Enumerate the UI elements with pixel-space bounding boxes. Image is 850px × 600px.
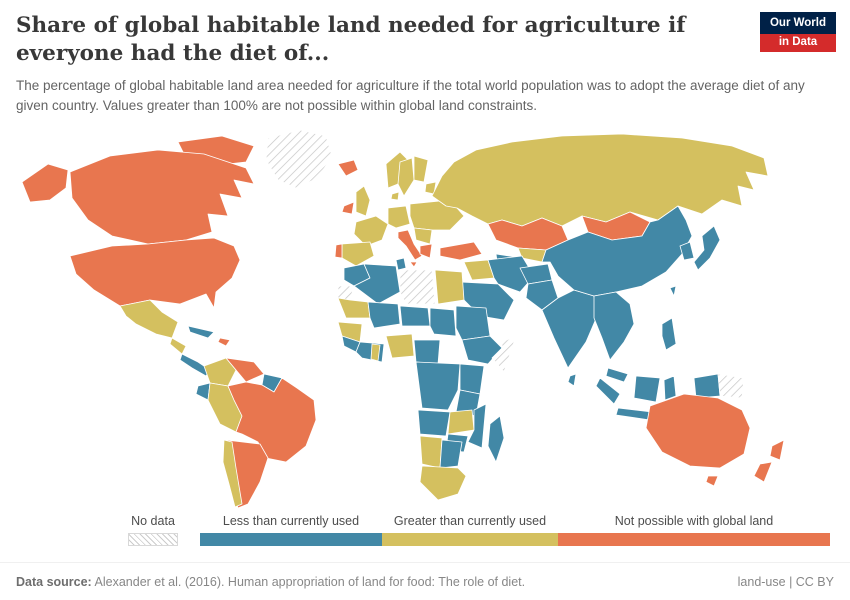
legend-greater-than[interactable]: Greater than currently used — [382, 514, 558, 546]
country-united-states[interactable] — [69, 237, 241, 309]
legend-not-possible-label: Not possible with global land — [614, 514, 774, 528]
country-chile[interactable] — [222, 439, 243, 508]
country-sumatra[interactable] — [595, 377, 621, 405]
owid-logo-top: Our World — [760, 12, 836, 34]
country-colombia[interactable] — [203, 357, 237, 387]
country-indochina[interactable] — [593, 291, 635, 361]
data-source: Data source: Alexander et al. (2016). Hu… — [16, 575, 525, 589]
country-niger[interactable] — [399, 305, 431, 327]
world-map-container — [0, 126, 850, 514]
legend-no-data-swatch[interactable] — [128, 533, 178, 546]
country-tunisia[interactable] — [395, 257, 407, 271]
data-source-text: Alexander et al. (2016). Human appropria… — [91, 574, 526, 589]
country-tasmania[interactable] — [705, 475, 719, 487]
country-south-korea[interactable] — [679, 241, 695, 261]
map-legend: No data Less than currently used Greater… — [122, 514, 830, 546]
country-sweden[interactable] — [397, 157, 415, 197]
data-source-prefix: Data source: — [16, 574, 92, 589]
country-venezuela[interactable] — [225, 357, 265, 383]
country-portugal[interactable] — [334, 243, 343, 259]
country-south-africa[interactable] — [419, 465, 467, 501]
country-finland[interactable] — [413, 155, 429, 183]
country-mali[interactable] — [367, 301, 401, 329]
country-borneo[interactable] — [633, 375, 661, 403]
legend-no-data-label: No data — [131, 514, 175, 528]
country-ghana[interactable] — [370, 343, 381, 362]
country-papua-new-guinea[interactable] — [717, 373, 745, 399]
country-greenland[interactable] — [265, 129, 333, 189]
country-kazakhstan[interactable] — [487, 217, 569, 251]
country-philippines[interactable] — [661, 317, 677, 351]
country-egypt[interactable] — [434, 269, 465, 305]
country-somalia[interactable] — [491, 335, 517, 373]
country-italy[interactable] — [397, 229, 423, 261]
country-libya[interactable] — [399, 269, 436, 305]
country-mozambique[interactable] — [467, 403, 487, 449]
country-new-zealand-south[interactable] — [753, 461, 773, 483]
country-united-kingdom[interactable] — [355, 185, 371, 217]
country-cameroon[interactable] — [413, 339, 441, 365]
legend-less-than-label: Less than currently used — [222, 514, 360, 528]
country-hispaniola[interactable] — [217, 337, 231, 347]
country-taiwan[interactable] — [669, 285, 677, 297]
country-zambia[interactable] — [447, 409, 475, 435]
country-madagascar[interactable] — [487, 415, 505, 463]
country-sri-lanka[interactable] — [567, 373, 577, 387]
country-west-papua[interactable] — [693, 373, 721, 399]
country-sulawesi[interactable] — [663, 375, 677, 401]
owid-logo-bottom: in Data — [760, 33, 836, 52]
country-cuba[interactable] — [187, 325, 215, 339]
country-ireland[interactable] — [341, 201, 355, 215]
legend-not-possible-swatch[interactable] — [558, 533, 830, 546]
legend-greater-than-swatch[interactable] — [382, 533, 558, 546]
country-iran[interactable] — [487, 255, 535, 293]
country-iceland[interactable] — [337, 159, 359, 177]
country-greece[interactable] — [419, 243, 433, 259]
license-text[interactable]: land-use | CC BY — [737, 574, 834, 589]
chart-subtitle: The percentage of global habitable land … — [16, 78, 805, 113]
country-kenya[interactable] — [459, 363, 485, 395]
country-australia[interactable] — [645, 393, 751, 469]
country-malaysia[interactable] — [605, 367, 629, 383]
country-dr-congo[interactable] — [415, 361, 461, 411]
chart-footer: Data source: Alexander et al. (2016). Hu… — [0, 562, 850, 600]
page-title: Share of global habitable land needed fo… — [16, 13, 686, 66]
country-denmark[interactable] — [390, 191, 400, 201]
country-germany[interactable] — [387, 205, 411, 229]
legend-less-than-swatch[interactable] — [200, 533, 382, 546]
country-chad[interactable] — [429, 307, 457, 337]
country-sudan[interactable] — [455, 305, 491, 341]
country-sicily[interactable] — [409, 261, 418, 268]
world-map — [0, 126, 850, 514]
country-central-america[interactable] — [179, 353, 211, 377]
legend-less-than[interactable]: Less than currently used — [200, 514, 382, 546]
country-brazil[interactable] — [227, 377, 317, 463]
owid-logo[interactable]: Our World in Data — [760, 12, 836, 52]
country-angola[interactable] — [417, 409, 451, 437]
country-alaska[interactable] — [21, 163, 69, 203]
legend-no-data[interactable]: No data — [122, 514, 184, 546]
country-new-zealand-north[interactable] — [769, 439, 785, 461]
legend-greater-than-label: Greater than currently used — [393, 514, 547, 528]
country-japan[interactable] — [693, 225, 721, 271]
country-canada[interactable] — [69, 149, 255, 245]
country-france[interactable] — [353, 215, 389, 247]
country-nigeria[interactable] — [385, 333, 415, 359]
country-turkey[interactable] — [439, 241, 483, 261]
legend-not-possible[interactable]: Not possible with global land — [558, 514, 830, 546]
country-namibia[interactable] — [419, 435, 443, 469]
country-botswana[interactable] — [439, 439, 463, 469]
